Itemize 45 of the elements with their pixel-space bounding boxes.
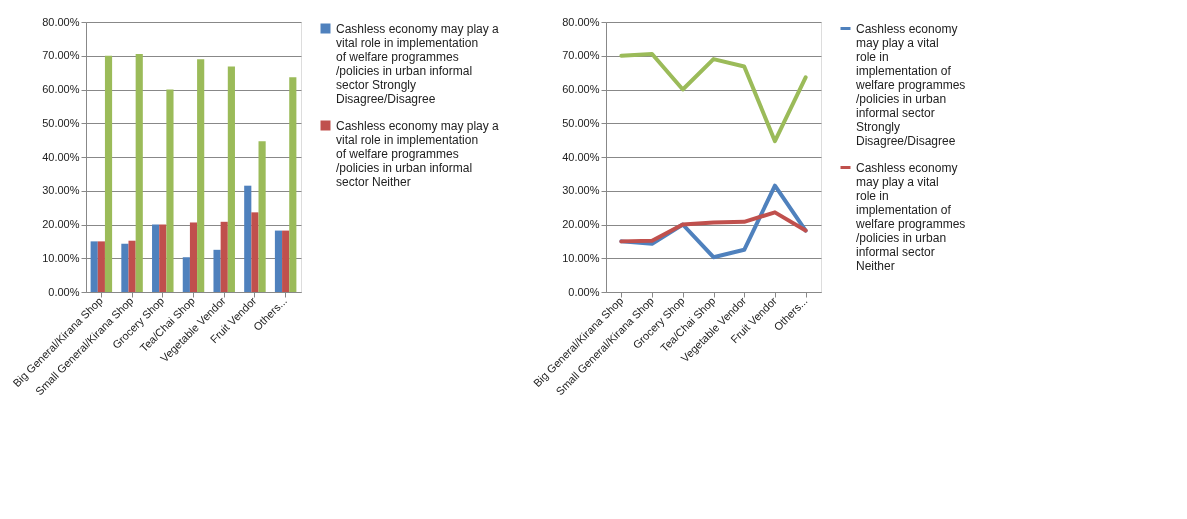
y-tick-label: 10.00%	[42, 251, 80, 264]
y-tick-label: 30.00%	[562, 184, 600, 197]
y-tick-label: 20.00%	[562, 218, 600, 230]
y-tick-label: 30.00%	[42, 184, 80, 197]
bar	[244, 185, 252, 292]
y-tick-label: 80.00%	[42, 15, 80, 28]
bar	[182, 257, 190, 292]
bar	[152, 224, 160, 292]
y-tick-label: 80.00%	[562, 15, 600, 28]
bar	[128, 240, 136, 292]
y-tick-label: 0.00%	[568, 285, 600, 298]
bar	[104, 55, 113, 292]
legend-label: Cashless economy may play a vital role in implementation of welfare programmes /policies in urban informal sector Neither	[336, 118, 500, 189]
y-tick-label: 0.00%	[48, 285, 80, 298]
y-tick-label: 70.00%	[562, 49, 600, 62]
line-series	[619, 52, 808, 144]
bar	[159, 224, 167, 292]
bar	[282, 230, 290, 292]
bar	[97, 241, 105, 292]
bar	[213, 249, 221, 292]
line-series	[619, 210, 808, 244]
bar	[189, 222, 198, 292]
bar	[251, 212, 259, 292]
bar	[166, 89, 174, 292]
bar	[220, 221, 228, 292]
bar	[135, 54, 143, 292]
y-tick-label: 50.00%	[42, 116, 80, 129]
y-tick-label: 50.00%	[562, 116, 600, 129]
bar	[121, 243, 129, 292]
bar	[258, 141, 266, 292]
y-tick-label: 40.00%	[42, 150, 80, 163]
bar	[227, 66, 235, 292]
y-tick-label: 60.00%	[562, 83, 600, 95]
y-tick-label: 70.00%	[42, 49, 80, 62]
bar	[274, 230, 283, 292]
y-tick-label: 60.00%	[42, 83, 80, 95]
bar	[289, 77, 297, 292]
text: Cashless economy may play a vital role in implementation of welfare programmes /policies in urban informal sector Strongly Disagree/Disagree	[856, 21, 966, 148]
y-tick-label: 20.00%	[42, 218, 80, 230]
bar	[197, 59, 205, 292]
y-tick-label: 40.00%	[562, 150, 600, 163]
legend-label: Cashless economy may play a vital role in implementation of welfare programmes /policies in urban informal sector Strongly Disagree/Disagree	[336, 21, 500, 106]
legend-label: Cashless economy may play a vital role in implementation of welfare programmes /policies in urban informal sector Neither	[855, 160, 966, 273]
bar	[90, 241, 98, 292]
y-tick-label: 10.00%	[562, 251, 600, 264]
